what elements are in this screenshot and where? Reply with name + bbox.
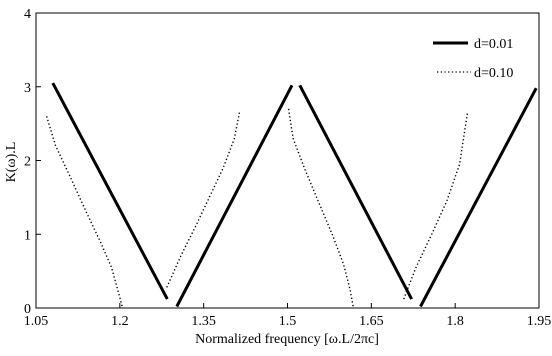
series-d010-branch-2	[166, 112, 241, 288]
series-d001-branch-4	[419, 87, 538, 308]
y-tick-label: 0	[24, 302, 31, 317]
y-tick-label: 3	[24, 81, 31, 96]
x-tick-label: 1.65	[359, 314, 384, 329]
x-tick-label: 1.95	[527, 314, 552, 329]
x-tick-label: 1.2	[111, 314, 129, 329]
x-axis-title: Normalized frequency [ω.L/2πc]	[195, 332, 379, 347]
series-d010-branch-3	[287, 108, 355, 309]
x-tick-label: 1.8	[446, 314, 464, 329]
x-axis: 1.05 1.2 1.35 1.5 1.65 1.8 1.95	[24, 303, 552, 329]
series-d010-branch-4	[403, 112, 469, 300]
plot-frame	[35, 12, 540, 309]
y-axis: 0 1 2 3 4	[24, 7, 41, 317]
y-tick-label: 2	[24, 155, 31, 170]
series-d001-branch-3	[298, 84, 413, 300]
series-d001-branch-2	[175, 84, 294, 308]
legend-label-d001: d=0.01	[474, 37, 513, 52]
y-axis-title: K(ω).L	[4, 142, 19, 183]
x-tick-label: 1.35	[191, 314, 216, 329]
y-tick-label: 1	[24, 228, 31, 243]
x-tick-label: 1.5	[279, 314, 297, 329]
y-tick-label: 4	[24, 7, 31, 22]
plot-lines	[45, 82, 538, 309]
legend: d=0.01 d=0.10	[433, 37, 513, 81]
series-d001-branch-1	[51, 82, 169, 300]
x-tick-label: 1.05	[24, 314, 49, 329]
legend-label-d010: d=0.10	[474, 66, 513, 81]
